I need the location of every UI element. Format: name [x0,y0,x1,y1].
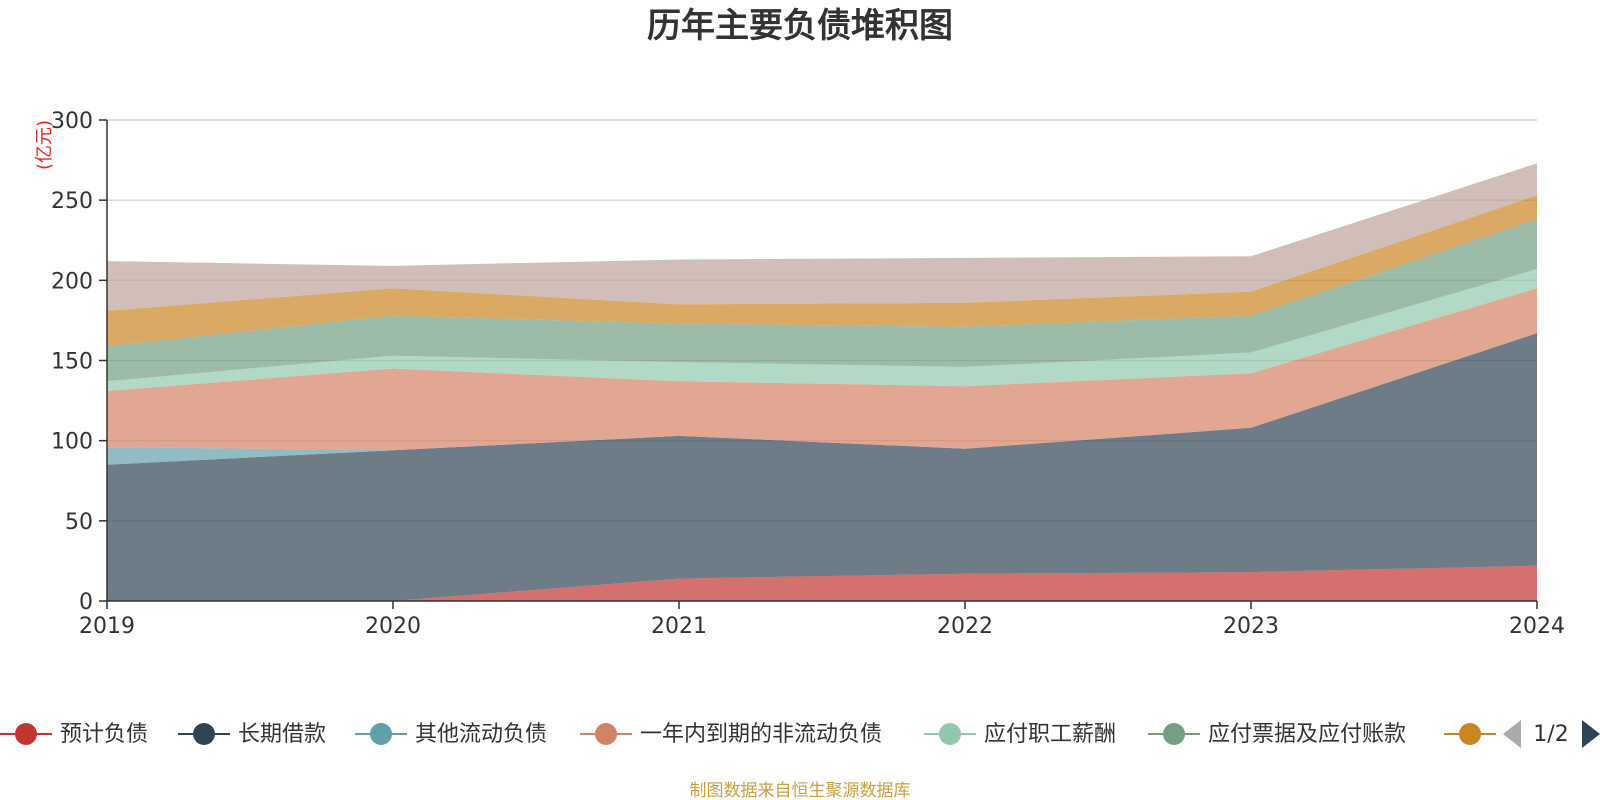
legend-prev-icon[interactable] [1503,720,1521,748]
area-series-5 [107,219,1537,382]
x-tick-label: 2020 [365,614,421,639]
x-tick-label: 2022 [937,614,993,639]
x-tick-label: 2021 [651,614,707,639]
legend-item[interactable]: 其他流动负债 [355,722,547,747]
legend-label: 应付职工薪酬 [984,722,1116,747]
legend-label: 其他流动负债 [415,722,547,747]
area-series-3 [107,288,1537,451]
legend-label: 应付票据及应付账款 [1208,722,1406,747]
x-tick-label: 2019 [79,614,135,639]
area-series-1 [107,333,1537,601]
legend-label: 一年内到期的非流动负债 [640,722,882,747]
area-series-4 [107,269,1537,391]
area-series [107,163,1537,601]
legend-item[interactable]: 预计负债 [0,722,148,747]
y-ticks: 0 50 100 150 200 250 300 [51,109,107,615]
area-series-2 [107,333,1537,465]
area-series-0 [107,565,1537,601]
legend-marker [15,723,37,745]
legend-next-icon[interactable] [1582,720,1600,748]
legend-marker [939,723,961,745]
legend-marker [193,723,215,745]
legend-item[interactable]: 长期借款 [178,722,326,747]
legend-page-indicator: 1/2 [1533,722,1568,747]
legend-marker [370,723,392,745]
data-source-note: 制图数据来自恒生聚源数据库 [690,781,911,800]
legend-label: 预计负债 [60,722,148,747]
y-tick-label: 100 [51,430,93,455]
legend-item[interactable]: 应付职工薪酬 [924,722,1116,747]
legend-label: 长期借款 [238,722,326,747]
y-tick-label: 300 [51,109,93,134]
legend-item[interactable] [1444,723,1496,745]
x-tick-label: 2023 [1223,614,1279,639]
area-series-6 [107,195,1537,347]
chart-title: 历年主要负债堆积图 [647,6,953,46]
y-tick-label: 150 [51,350,93,375]
area-series-7 [107,163,1537,311]
legend-item[interactable]: 一年内到期的非流动负债 [580,722,882,747]
y-tick-label: 0 [79,590,93,615]
y-tick-label: 50 [65,510,93,535]
x-tick-label: 2024 [1509,614,1565,639]
x-ticks: 2019 2020 2021 2022 2023 2024 [79,601,1565,639]
y-tick-label: 200 [51,269,93,294]
legend-marker [1459,723,1481,745]
legend-marker [1163,723,1185,745]
legend-marker [595,723,617,745]
legend: 预计负债 长期借款 其他流动负债 一年内到期的非流动负债 应付职工薪酬 应付票据及应付账款 [0,722,1496,747]
legend-item[interactable]: 应付票据及应付账款 [1148,722,1406,747]
y-tick-label: 250 [51,189,93,214]
y-unit-label: (亿元) [34,120,55,170]
legend-pager: 1/2 [1503,720,1600,748]
